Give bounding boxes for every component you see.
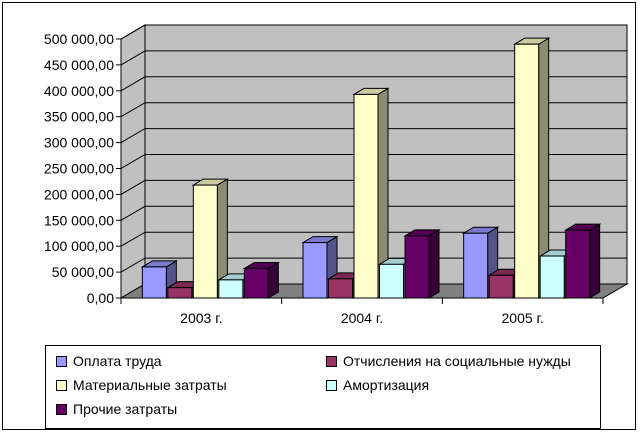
gridline xyxy=(120,205,627,221)
legend-swatch xyxy=(56,379,67,391)
y-tick-label: 0,00 xyxy=(87,290,114,306)
bar xyxy=(403,228,441,299)
legend-item: Отчисления на социальные нужды xyxy=(326,353,571,369)
legend-label: Амортизация xyxy=(343,377,430,393)
legend: Оплата труда Отчисления на социальные нуж… xyxy=(45,345,601,429)
bar-front xyxy=(141,266,167,299)
bar-front xyxy=(218,279,244,299)
y-tick-label: 500 000,00 xyxy=(44,31,114,47)
bar-side xyxy=(428,228,440,299)
gridline xyxy=(120,24,627,40)
bar-front xyxy=(353,93,379,299)
bar-front xyxy=(565,229,591,299)
gridline xyxy=(120,128,627,144)
x-tick-label: 2005 г. xyxy=(502,310,544,326)
legend-swatch xyxy=(326,379,337,391)
legend-item: Прочие затраты xyxy=(56,401,177,417)
gridline xyxy=(120,50,627,66)
legend-swatch xyxy=(56,355,67,367)
legend-item: Амортизация xyxy=(326,377,429,393)
gridline xyxy=(120,76,627,92)
x-tick-label: 2004 г. xyxy=(341,310,383,326)
y-tick-label: 450 000,00 xyxy=(44,57,114,73)
bar-front xyxy=(463,232,489,299)
bar xyxy=(563,223,602,299)
gridline xyxy=(120,102,627,118)
bar-front xyxy=(379,263,404,299)
bar-front xyxy=(167,287,193,299)
y-tick-label: 300 000,00 xyxy=(44,135,114,151)
bar-front xyxy=(302,242,328,299)
y-tick-label: 150 000,00 xyxy=(44,212,114,228)
legend-label: Отчисления на социальные нужды xyxy=(343,353,571,369)
y-tick-label: 200 000,00 xyxy=(44,186,114,202)
x-tick-label: 2003 г. xyxy=(180,310,222,326)
legend-swatch xyxy=(326,355,337,367)
bar-front xyxy=(192,184,218,299)
chart-frame: 0,00 50 000,00 100 000,00 150 000,00 200 000… xyxy=(2,2,636,430)
bar xyxy=(191,178,230,299)
bar-front xyxy=(539,255,565,299)
y-tick-label: 50 000,00 xyxy=(52,264,114,280)
bar-front xyxy=(404,235,430,299)
legend-label: Прочие затраты xyxy=(73,401,178,417)
gridline xyxy=(120,179,627,195)
legend-label: Оплата труда xyxy=(73,353,162,369)
y-tick-label: 250 000,00 xyxy=(44,161,114,177)
legend-item: Оплата труда xyxy=(56,353,162,369)
bar-front xyxy=(488,274,514,299)
legend-swatch xyxy=(56,403,67,415)
bar-front xyxy=(243,267,269,299)
y-tick-label: 100 000,00 xyxy=(44,238,114,254)
legend-item: Материальные затраты xyxy=(56,377,227,393)
bar xyxy=(242,261,281,299)
legend-label: Материальные затраты xyxy=(73,377,227,393)
bar-side xyxy=(589,223,601,299)
bar-chart: 0,00 50 000,00 100 000,00 150 000,00 200 000… xyxy=(44,24,629,326)
bar-front xyxy=(514,43,540,299)
y-tick-label: 400 000,00 xyxy=(44,83,114,99)
y-tick-label: 350 000,00 xyxy=(44,109,114,125)
bar xyxy=(512,37,551,299)
gridline xyxy=(120,154,627,169)
bar-front xyxy=(328,278,353,299)
